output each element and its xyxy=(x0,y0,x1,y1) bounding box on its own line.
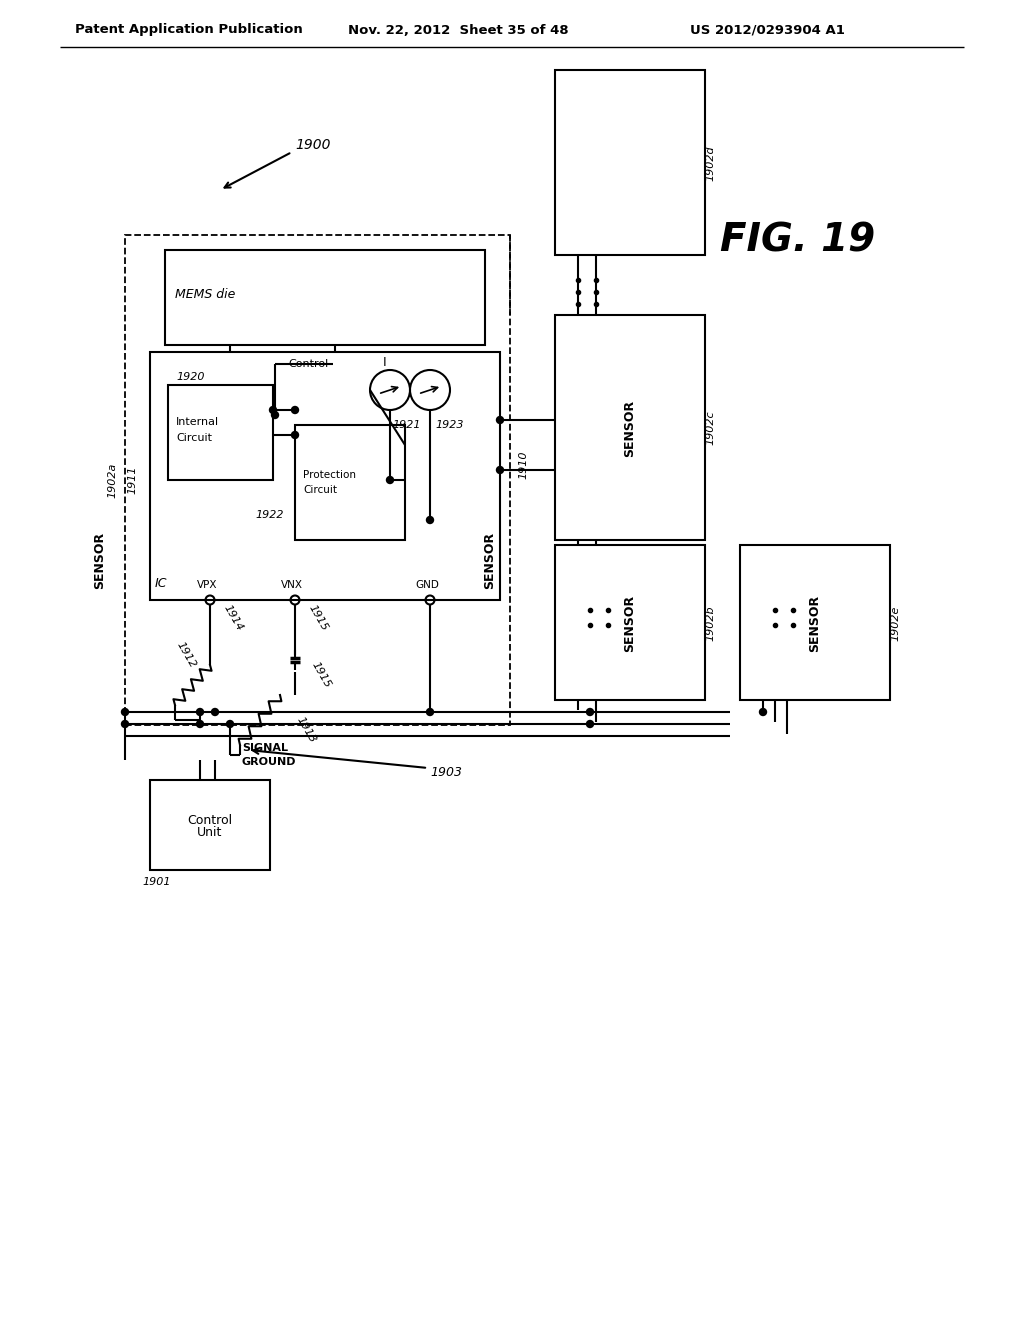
Circle shape xyxy=(427,709,433,715)
Text: 1913: 1913 xyxy=(295,715,317,744)
Circle shape xyxy=(497,466,504,474)
Bar xyxy=(555,545,705,700)
Text: Internal: Internal xyxy=(176,417,219,426)
Circle shape xyxy=(197,709,204,715)
Text: 1922: 1922 xyxy=(255,510,284,520)
Bar xyxy=(150,780,270,870)
Text: SENSOR: SENSOR xyxy=(809,594,821,652)
Text: SIGNAL: SIGNAL xyxy=(242,743,288,752)
Circle shape xyxy=(292,407,299,413)
Text: 1920: 1920 xyxy=(176,372,205,381)
Text: US 2012/0293904 A1: US 2012/0293904 A1 xyxy=(690,24,845,37)
Text: 1912: 1912 xyxy=(175,640,198,669)
Text: GROUND: GROUND xyxy=(242,756,297,767)
Text: 1902d: 1902d xyxy=(705,145,715,181)
Bar xyxy=(150,352,500,601)
Bar xyxy=(165,249,485,345)
Text: Nov. 22, 2012  Sheet 35 of 48: Nov. 22, 2012 Sheet 35 of 48 xyxy=(348,24,568,37)
Circle shape xyxy=(271,412,279,418)
Circle shape xyxy=(197,721,204,727)
Bar xyxy=(168,385,273,480)
Text: Unit: Unit xyxy=(198,826,222,840)
Circle shape xyxy=(760,709,767,715)
Text: 1915: 1915 xyxy=(307,603,330,632)
Text: 1923: 1923 xyxy=(435,420,464,430)
Text: SENSOR: SENSOR xyxy=(624,400,637,457)
Circle shape xyxy=(226,721,233,727)
Text: IC: IC xyxy=(155,577,168,590)
Text: Patent Application Publication: Patent Application Publication xyxy=(75,24,303,37)
Circle shape xyxy=(386,477,393,483)
Text: GND: GND xyxy=(415,579,439,590)
Circle shape xyxy=(269,407,276,413)
Circle shape xyxy=(122,721,128,727)
Text: Protection: Protection xyxy=(303,470,356,480)
Bar xyxy=(555,70,705,255)
Text: SENSOR: SENSOR xyxy=(483,532,497,589)
Text: 1902e: 1902e xyxy=(890,606,900,640)
Text: VNX: VNX xyxy=(281,579,303,590)
Text: 1910: 1910 xyxy=(518,450,528,479)
Circle shape xyxy=(587,709,594,715)
Text: 1902b: 1902b xyxy=(705,605,715,640)
Text: 1914: 1914 xyxy=(222,603,245,632)
Text: Control: Control xyxy=(187,813,232,826)
Text: FIG. 19: FIG. 19 xyxy=(720,220,876,259)
Circle shape xyxy=(427,516,433,524)
Circle shape xyxy=(212,709,218,715)
Text: 1911: 1911 xyxy=(127,466,137,494)
Text: 1915: 1915 xyxy=(310,660,333,690)
Text: Circuit: Circuit xyxy=(176,433,212,444)
Text: 1903: 1903 xyxy=(430,766,462,779)
Circle shape xyxy=(587,721,594,727)
Text: Circuit: Circuit xyxy=(303,484,337,495)
Circle shape xyxy=(292,432,299,438)
Text: 1900: 1900 xyxy=(295,139,331,152)
Text: I: I xyxy=(383,355,387,368)
Circle shape xyxy=(122,709,128,715)
Bar xyxy=(125,235,510,725)
Text: 1901: 1901 xyxy=(142,876,171,887)
Bar xyxy=(295,425,406,540)
Bar xyxy=(740,545,890,700)
Text: 1921: 1921 xyxy=(392,420,421,430)
Text: SENSOR: SENSOR xyxy=(624,594,637,652)
Circle shape xyxy=(497,417,504,424)
Text: 1902c: 1902c xyxy=(705,411,715,445)
Text: SENSOR: SENSOR xyxy=(93,532,106,589)
Text: MEMS die: MEMS die xyxy=(175,289,236,301)
Text: VPX: VPX xyxy=(197,579,217,590)
Text: Control: Control xyxy=(288,359,329,370)
Text: 1902a: 1902a xyxy=(106,462,117,498)
Bar xyxy=(555,315,705,540)
